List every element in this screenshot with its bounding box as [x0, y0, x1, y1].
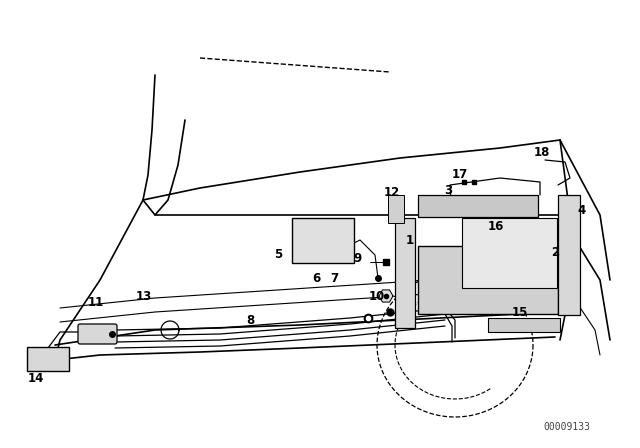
Text: 11: 11	[88, 296, 104, 309]
Text: 2: 2	[551, 246, 559, 259]
Bar	[462, 218, 557, 288]
Text: 1: 1	[406, 233, 414, 246]
Bar	[558, 195, 580, 315]
FancyBboxPatch shape	[27, 347, 69, 371]
Text: 17: 17	[452, 168, 468, 181]
Text: 10: 10	[369, 289, 385, 302]
Text: 3: 3	[444, 184, 452, 197]
Text: 14: 14	[28, 371, 44, 384]
Bar	[418, 195, 538, 217]
Text: 12: 12	[384, 185, 400, 198]
Text: 18: 18	[534, 146, 550, 159]
Text: 15: 15	[512, 306, 528, 319]
Bar	[292, 218, 354, 263]
Polygon shape	[379, 290, 393, 302]
Bar	[388, 195, 404, 223]
Text: 16: 16	[488, 220, 504, 233]
Text: 4: 4	[578, 203, 586, 216]
Bar	[418, 246, 558, 314]
Text: 9: 9	[353, 253, 361, 266]
Text: 13: 13	[136, 289, 152, 302]
Text: 00009133: 00009133	[543, 422, 590, 432]
Text: 6: 6	[312, 271, 320, 284]
Bar	[488, 318, 560, 332]
FancyBboxPatch shape	[78, 324, 117, 344]
Text: 5: 5	[274, 249, 282, 262]
Text: 7: 7	[330, 271, 338, 284]
Text: 8: 8	[246, 314, 254, 327]
Bar	[395, 218, 415, 328]
